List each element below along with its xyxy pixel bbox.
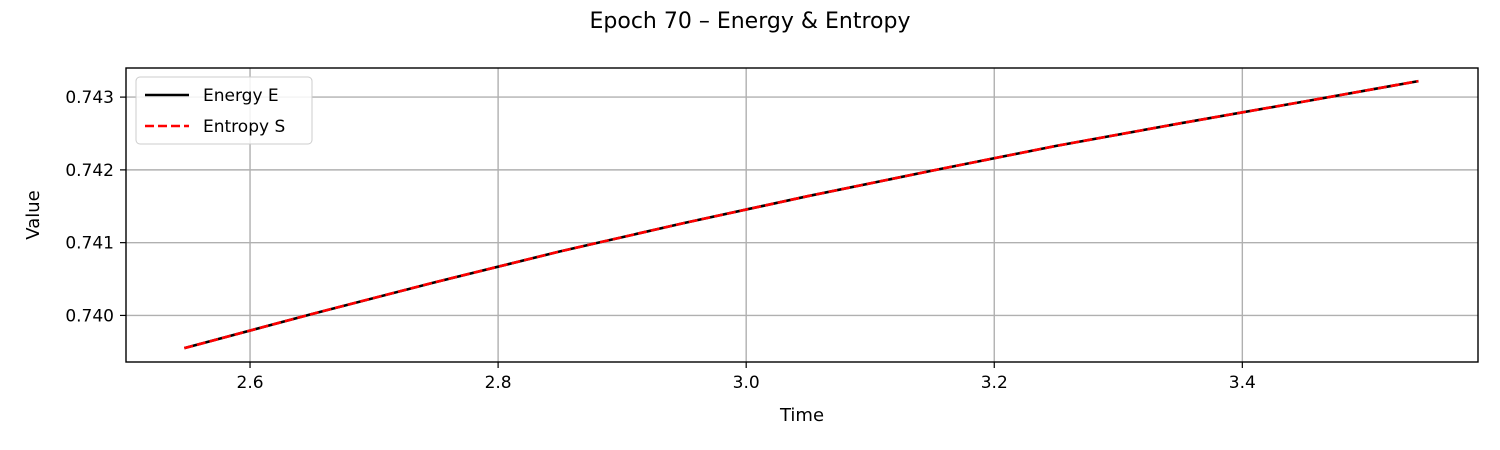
x-tick-label: 2.8 <box>485 373 512 393</box>
y-axis: 0.740 0.741 0.742 0.743 <box>65 88 126 326</box>
y-axis-label: Value <box>23 190 44 239</box>
series-line-energy <box>183 79 1419 350</box>
grid-lines <box>126 68 1478 362</box>
x-axis-label: Time <box>779 405 824 426</box>
series-line-entropy <box>183 79 1419 350</box>
x-tick-label: 3.4 <box>1229 373 1256 393</box>
x-tick-label: 2.6 <box>237 373 264 393</box>
x-axis: 2.6 2.8 3.0 3.2 3.4 <box>237 362 1256 393</box>
series-layer <box>183 79 1419 350</box>
x-tick-label: 3.0 <box>733 373 760 393</box>
y-tick-label: 0.742 <box>65 161 114 181</box>
y-tick-label: 0.740 <box>65 306 114 326</box>
legend-label-entropy: Entropy S <box>203 117 285 137</box>
chart-title: Epoch 70 – Energy & Entropy <box>590 9 911 34</box>
plot-area-frame <box>125 67 1479 363</box>
legend: Energy E Entropy S <box>135 76 313 145</box>
y-tick-label: 0.743 <box>65 88 114 108</box>
legend-label-energy: Energy E <box>203 86 279 106</box>
y-tick-label: 0.741 <box>65 234 114 254</box>
x-tick-label: 3.2 <box>981 373 1008 393</box>
